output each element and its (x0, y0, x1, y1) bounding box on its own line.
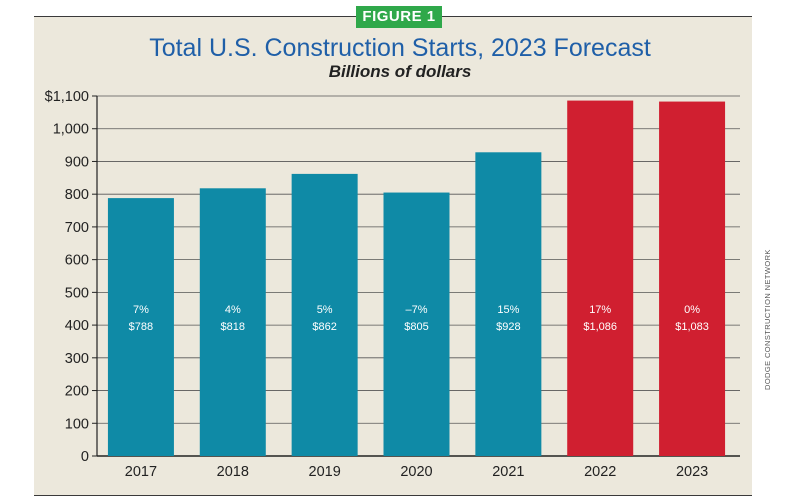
y-tick-label: 900 (65, 154, 89, 170)
y-tick-label: 600 (65, 253, 89, 269)
y-tick-label: 200 (65, 384, 89, 400)
bar (107, 198, 174, 457)
x-tick-label: 2020 (400, 464, 432, 480)
chart-subtitle: Billions of dollars (328, 62, 472, 81)
bar-value-label: $1,086 (583, 321, 617, 333)
y-tick-label: 0 (81, 449, 89, 465)
source-credit: DODGE CONSTRUCTION NETWORK (763, 249, 772, 390)
x-tick-label: 2021 (492, 464, 524, 480)
y-tick-label: 300 (65, 351, 89, 367)
x-tick-label: 2019 (309, 464, 341, 480)
chart-title: Total U.S. Construction Starts, 2023 For… (149, 34, 651, 62)
x-tick-label: 2022 (584, 464, 616, 480)
bar (475, 152, 542, 457)
bar (567, 100, 634, 456)
y-tick-label: $1,100 (45, 89, 89, 105)
bar (383, 192, 450, 456)
y-tick-label: 800 (65, 187, 89, 203)
y-tick-label: 400 (65, 318, 89, 334)
y-tick-label: 700 (65, 220, 89, 236)
bar (291, 173, 358, 456)
bar (659, 101, 726, 457)
x-tick-label: 2018 (217, 464, 249, 480)
bar-change-label: 0% (684, 304, 700, 316)
source-credit-container: DODGE CONSTRUCTION NETWORK (763, 249, 777, 390)
bar-change-label: 5% (317, 304, 333, 316)
bar-value-label: $788 (129, 321, 153, 333)
bar-change-label: 7% (133, 304, 149, 316)
bar-change-label: 4% (225, 304, 241, 316)
bar (199, 188, 266, 457)
x-tick-label: 2023 (676, 464, 708, 480)
bar-value-label: $805 (404, 321, 428, 333)
y-tick-label: 100 (65, 416, 89, 432)
bar-value-label: $862 (312, 321, 336, 333)
bar-value-label: $928 (496, 321, 520, 333)
bar-change-label: –7% (405, 304, 427, 316)
y-tick-label: 1,000 (53, 122, 89, 138)
bar-change-label: 17% (589, 304, 611, 316)
bar-value-label: $1,083 (675, 321, 709, 333)
bar-change-label: 15% (497, 304, 519, 316)
y-tick-label: 500 (65, 285, 89, 301)
figure-badge: FIGURE 1 (356, 6, 442, 28)
bar-value-label: $818 (221, 321, 245, 333)
x-tick-label: 2017 (125, 464, 157, 480)
